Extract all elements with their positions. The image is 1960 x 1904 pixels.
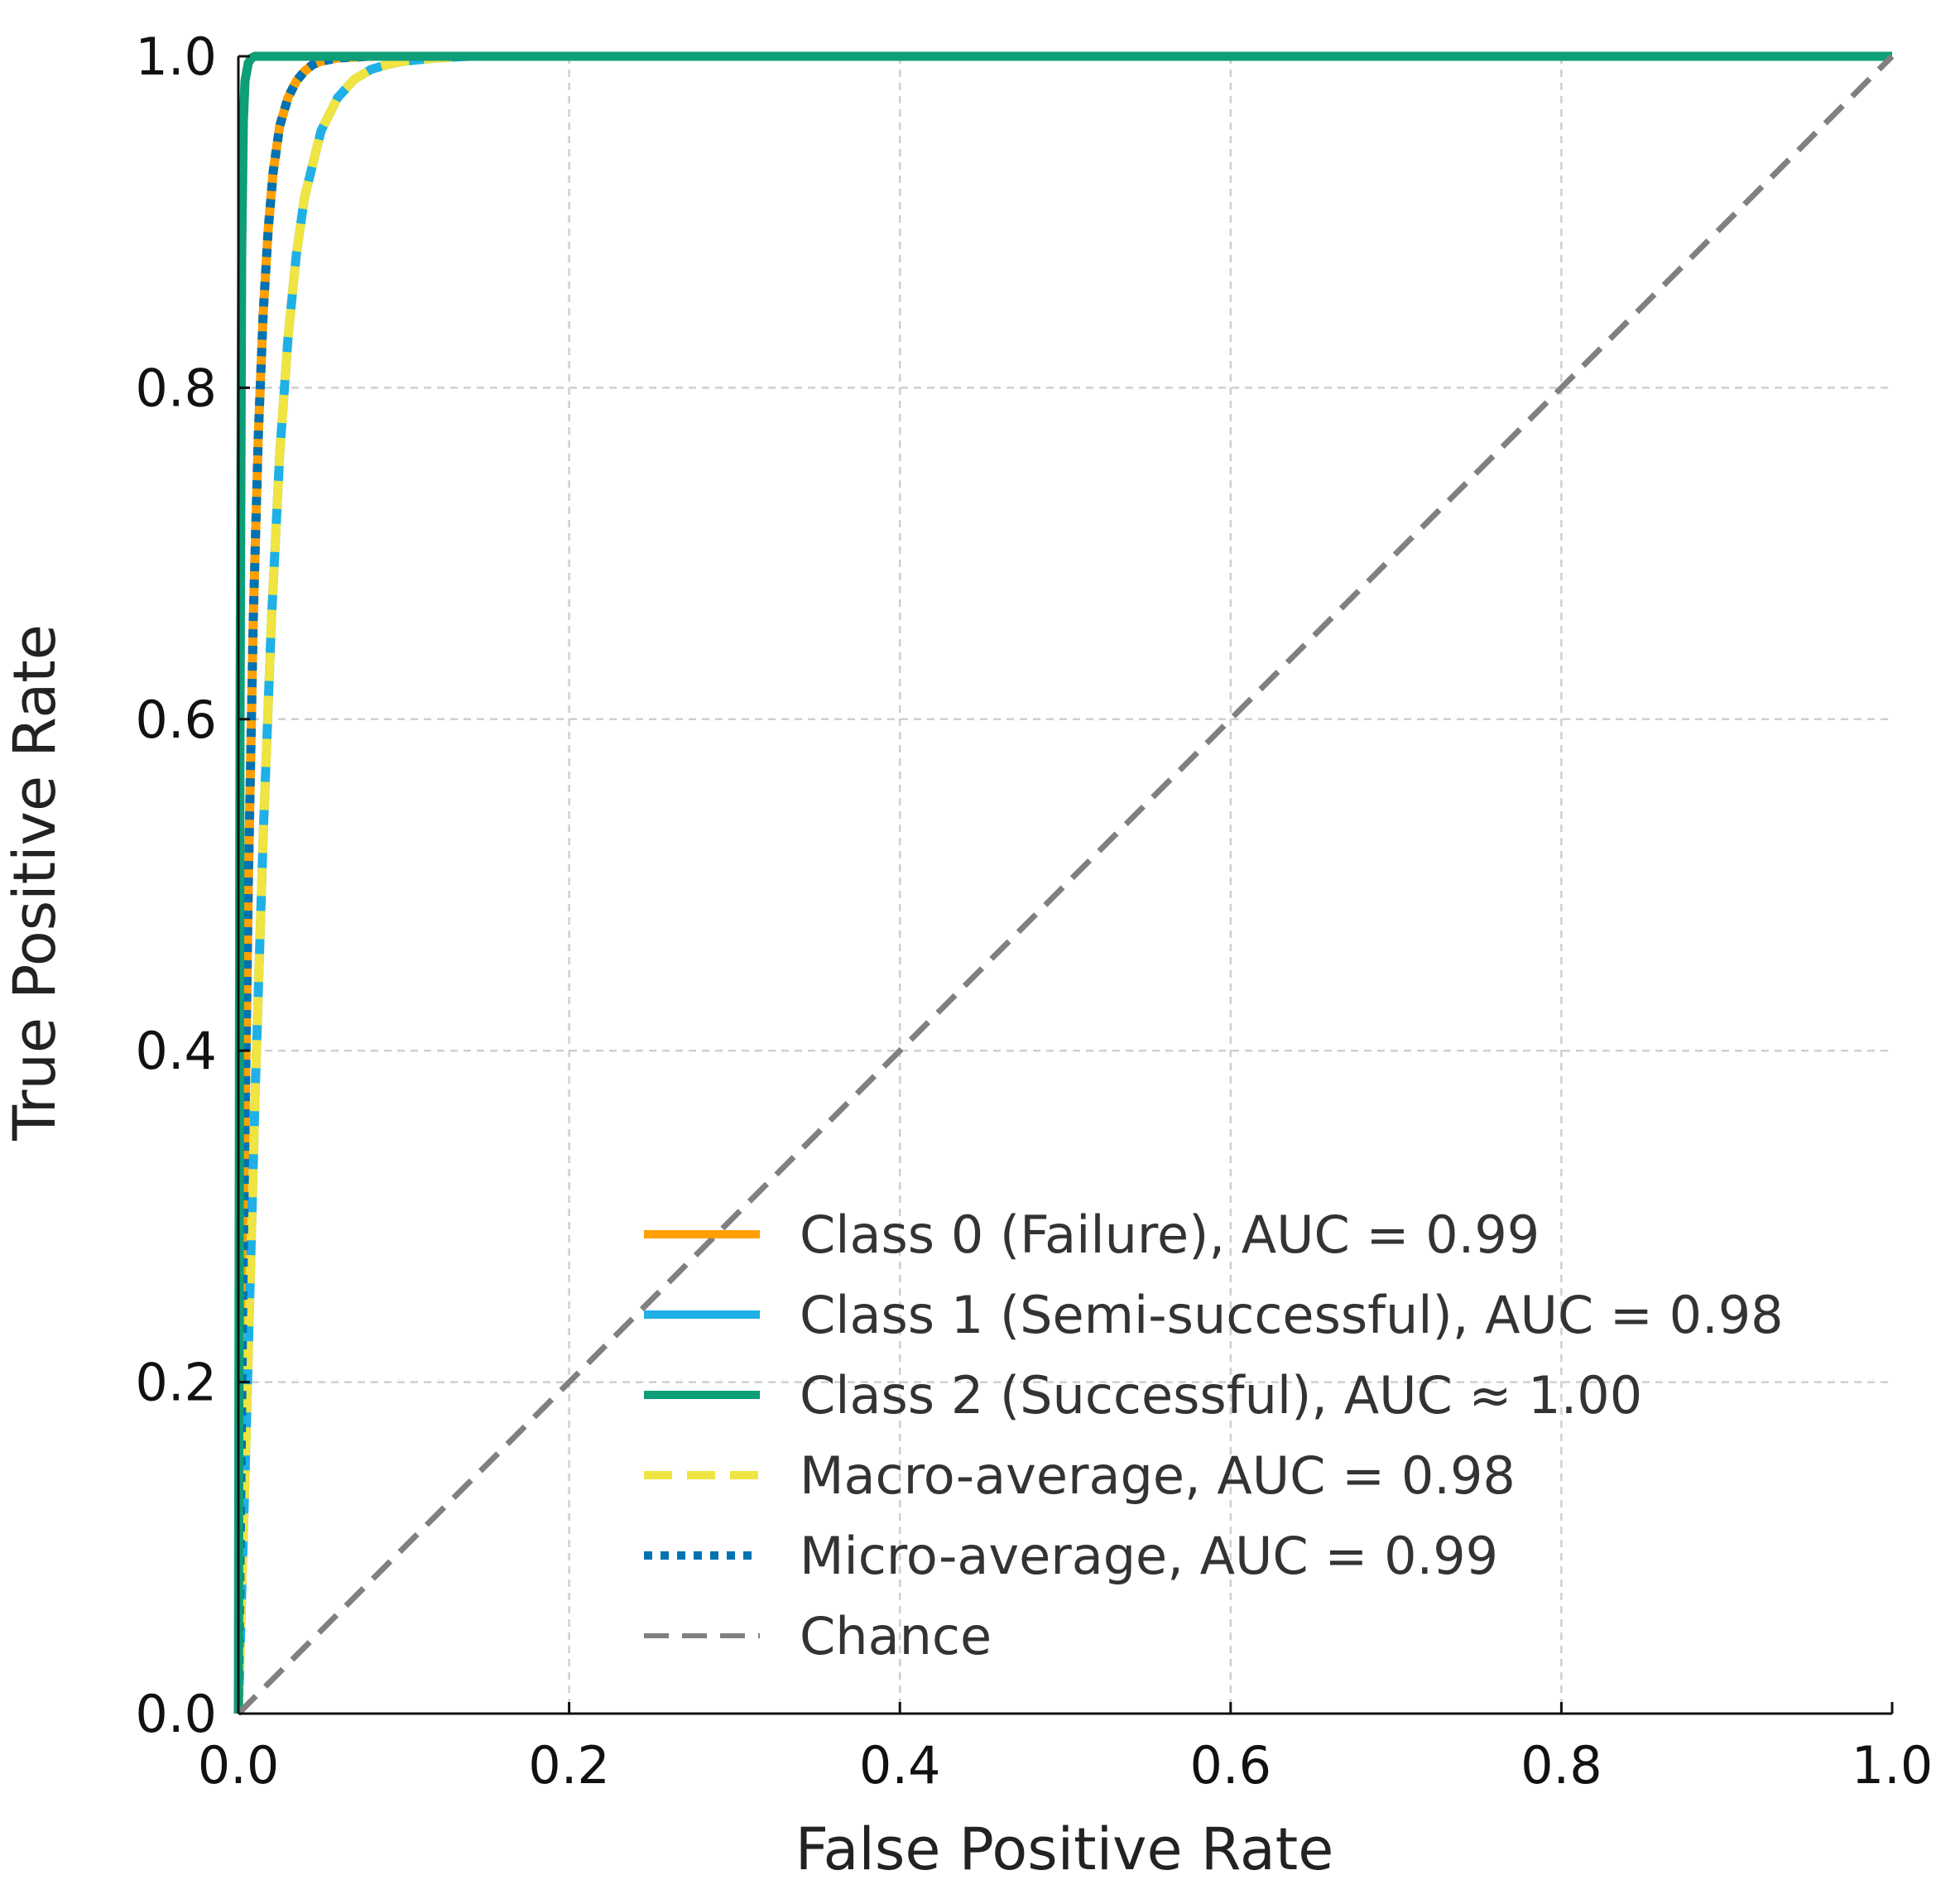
x-axis-title: False Positive Rate xyxy=(795,1815,1334,1883)
legend-label-0: Class 0 (Failure), AUC = 0.99 xyxy=(800,1204,1540,1265)
series-line-5 xyxy=(236,54,1895,1716)
x-tick-label: 0.4 xyxy=(859,1735,941,1796)
legend-label-3: Macro-average, AUC = 0.98 xyxy=(800,1445,1516,1506)
y-tick-label: 0.6 xyxy=(135,690,217,750)
series-lines xyxy=(233,51,1895,1716)
legend-label-4: Micro-average, AUC = 0.99 xyxy=(800,1526,1498,1586)
y-tick-label: 1.0 xyxy=(135,26,217,87)
x-tick-label: 0.8 xyxy=(1520,1735,1602,1796)
x-tick-label: 0.0 xyxy=(198,1735,280,1796)
grid-lines xyxy=(238,56,1892,1714)
y-tick-label: 0.4 xyxy=(135,1021,217,1081)
y-axis-title: True Positive Rate xyxy=(1,624,69,1142)
x-tick-label: 0.2 xyxy=(528,1735,610,1796)
y-tick-label: 0.2 xyxy=(135,1353,217,1413)
series-line-2 xyxy=(233,51,1892,1714)
tick-labels: 0.0 0.2 0.4 0.6 0.8 1.0 0.0 0.2 0.4 0.6 0.8 1.0 xyxy=(135,26,1933,1796)
legend: Class 0 (Failure), AUC = 0.99 Class 1 (Se… xyxy=(644,1204,1784,1666)
x-tick-label: 0.6 xyxy=(1189,1735,1271,1796)
legend-label-5: Chance xyxy=(800,1606,992,1666)
x-tick-label: 1.0 xyxy=(1852,1735,1934,1796)
legend-label-1: Class 1 (Semi-successful), AUC = 0.98 xyxy=(800,1285,1784,1345)
y-tick-label: 0.0 xyxy=(135,1684,217,1744)
legend-label-2: Class 2 (Successful), AUC ≈ 1.00 xyxy=(800,1365,1642,1426)
axes xyxy=(237,55,1894,1715)
y-tick-label: 0.8 xyxy=(135,358,217,418)
